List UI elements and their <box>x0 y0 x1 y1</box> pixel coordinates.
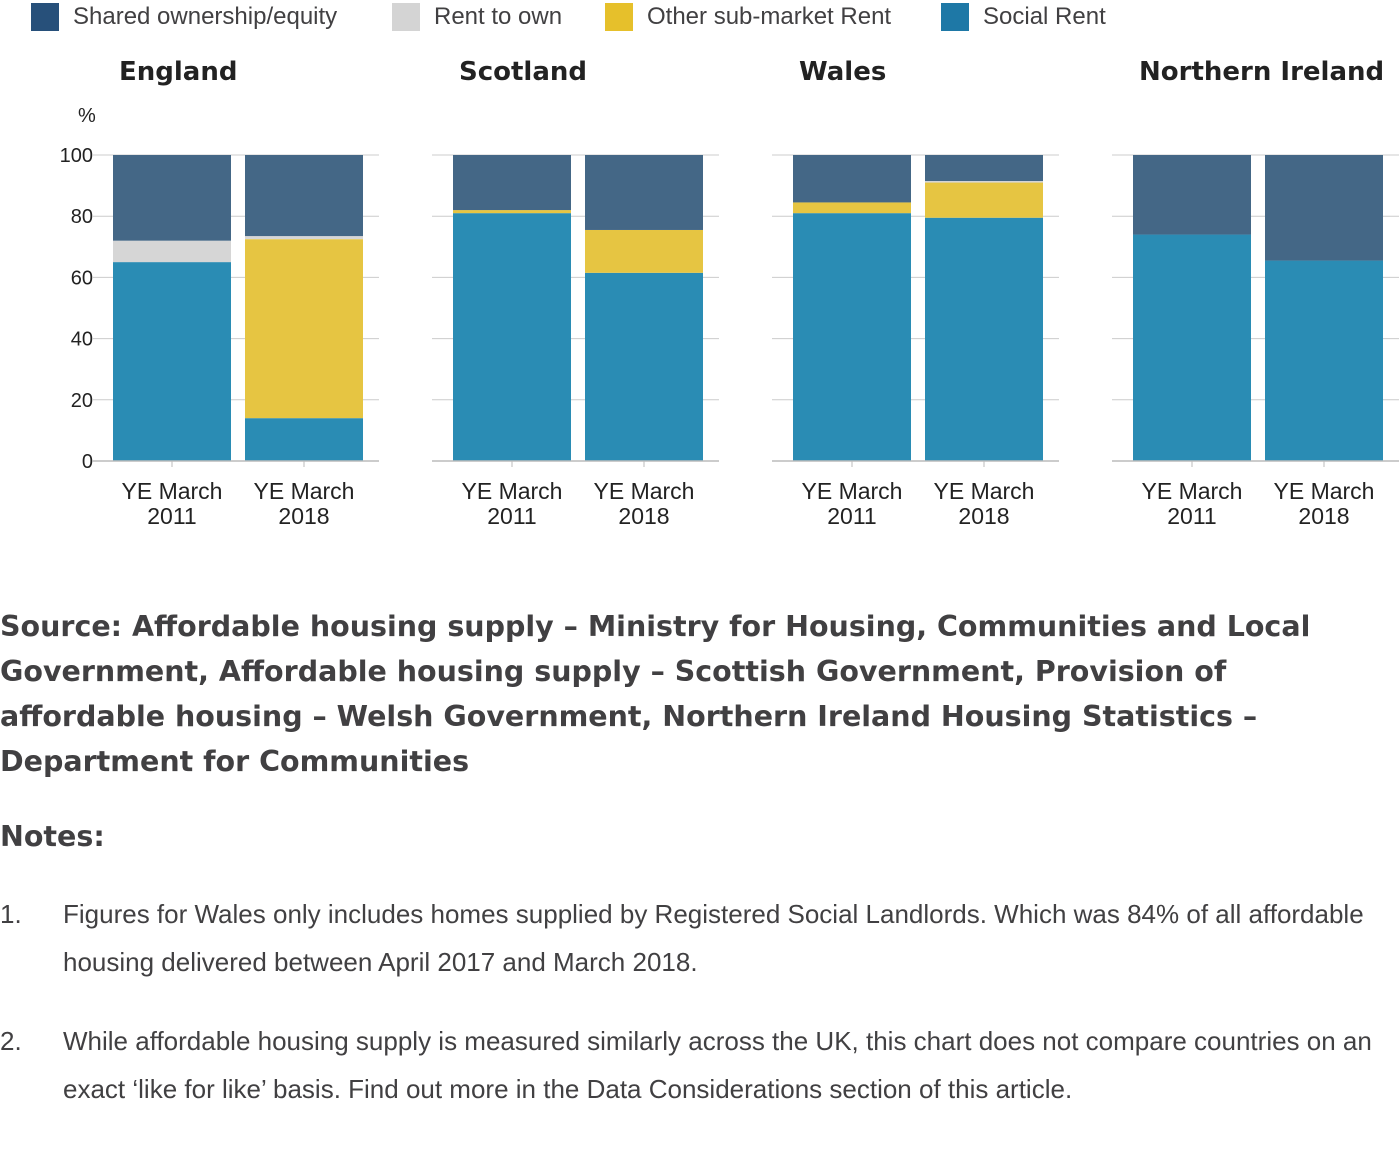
x-tick-label: 2011 <box>487 503 536 529</box>
panel-title: Northern Ireland <box>1139 57 1384 87</box>
legend-swatch-other-sub-market-rent <box>605 3 633 31</box>
x-tick-label: 2011 <box>1167 503 1216 529</box>
legend-label: Other sub-market Rent <box>647 3 892 30</box>
bar-segment-social-rent <box>113 262 231 461</box>
bar-segment-shared-ownership-equity <box>453 155 571 211</box>
x-tick-label: 2018 <box>618 503 669 529</box>
legend-swatch-shared-ownership <box>31 3 59 31</box>
x-tick-label: 2018 <box>958 503 1009 529</box>
y-tick-label: 40 <box>71 329 93 351</box>
bar-segment-social-rent <box>925 217 1043 461</box>
bar-segment-shared-ownership-equity <box>1133 155 1251 235</box>
bar-segment-rent-to-own <box>113 240 231 263</box>
bar-segment-social-rent <box>245 418 363 461</box>
x-tick-label: YE March <box>594 478 695 504</box>
bar-segment-other-sub-market-rent <box>453 210 571 214</box>
notes-heading: Notes: <box>0 820 105 853</box>
note-number: 2. <box>0 1026 22 1056</box>
bar-segment-social-rent <box>585 272 703 461</box>
y-axis-unit-label: % <box>78 105 96 127</box>
note-text: While affordable housing supply is measu… <box>63 1026 1372 1104</box>
legend-swatch-social-rent <box>941 3 969 31</box>
note-number: 1. <box>0 899 22 929</box>
x-tick-label: YE March <box>1274 478 1375 504</box>
panel-title: Scotland <box>459 57 587 87</box>
x-tick-label: 2018 <box>278 503 329 529</box>
panel-title: Wales <box>799 57 886 87</box>
legend-item-shared-ownership: Shared ownership/equity <box>31 2 337 32</box>
bar-segment-shared-ownership-equity <box>793 155 911 203</box>
legend-label: Social Rent <box>983 3 1106 30</box>
legend-label: Rent to own <box>434 3 563 30</box>
bar-segment-other-sub-market-rent <box>245 239 363 419</box>
x-tick-label: 2011 <box>147 503 196 529</box>
chart-legend: Shared ownership/equity Rent to own Othe… <box>0 0 1399 34</box>
bar-segment-social-rent <box>793 213 911 461</box>
x-tick-label: YE March <box>802 478 903 504</box>
legend-label: Shared ownership/equity <box>73 3 338 30</box>
legend-item-other-sub-market-rent: Other sub-market Rent <box>605 2 891 32</box>
y-tick-label: 0 <box>82 451 93 473</box>
bar-segment-shared-ownership-equity <box>1265 155 1383 261</box>
bar-segment-shared-ownership-equity <box>925 155 1043 182</box>
bar-segment-shared-ownership-equity <box>113 155 231 241</box>
legend-item-rent-to-own: Rent to own <box>392 2 562 32</box>
y-tick-label: 60 <box>71 267 93 289</box>
bar-segment-social-rent <box>453 213 571 461</box>
source-note: Source: Affordable housing supply – Mini… <box>0 610 1311 778</box>
x-tick-label: YE March <box>254 478 355 504</box>
panel-title: England <box>119 57 237 87</box>
x-tick-label: 2018 <box>1298 503 1349 529</box>
note-item: 1. Figures for Wales only includes homes… <box>0 890 1395 990</box>
x-tick-label: YE March <box>462 478 563 504</box>
x-tick-label: 2011 <box>827 503 876 529</box>
bar-segment-social-rent <box>1265 260 1383 461</box>
y-tick-label: 100 <box>60 145 93 167</box>
bar-segment-social-rent <box>1133 234 1251 461</box>
bar-segment-other-sub-market-rent <box>793 202 911 214</box>
bar-segment-rent-to-own <box>245 236 363 240</box>
legend-item-social-rent: Social Rent <box>941 2 1106 32</box>
note-text: Figures for Wales only includes homes su… <box>63 899 1364 977</box>
bar-segment-rent-to-own <box>925 181 1043 183</box>
bar-segment-shared-ownership-equity <box>245 155 363 237</box>
legend-swatch-rent-to-own <box>392 3 420 31</box>
y-tick-label: 20 <box>71 390 93 412</box>
bar-segment-other-sub-market-rent <box>585 229 703 273</box>
x-tick-label: YE March <box>1142 478 1243 504</box>
x-tick-label: YE March <box>122 478 223 504</box>
note-item: 2. While affordable housing supply is me… <box>0 1017 1395 1157</box>
y-tick-label: 80 <box>71 206 93 228</box>
x-tick-label: YE March <box>934 478 1035 504</box>
bar-segment-other-sub-market-rent <box>925 182 1043 218</box>
bar-segment-shared-ownership-equity <box>585 155 703 230</box>
